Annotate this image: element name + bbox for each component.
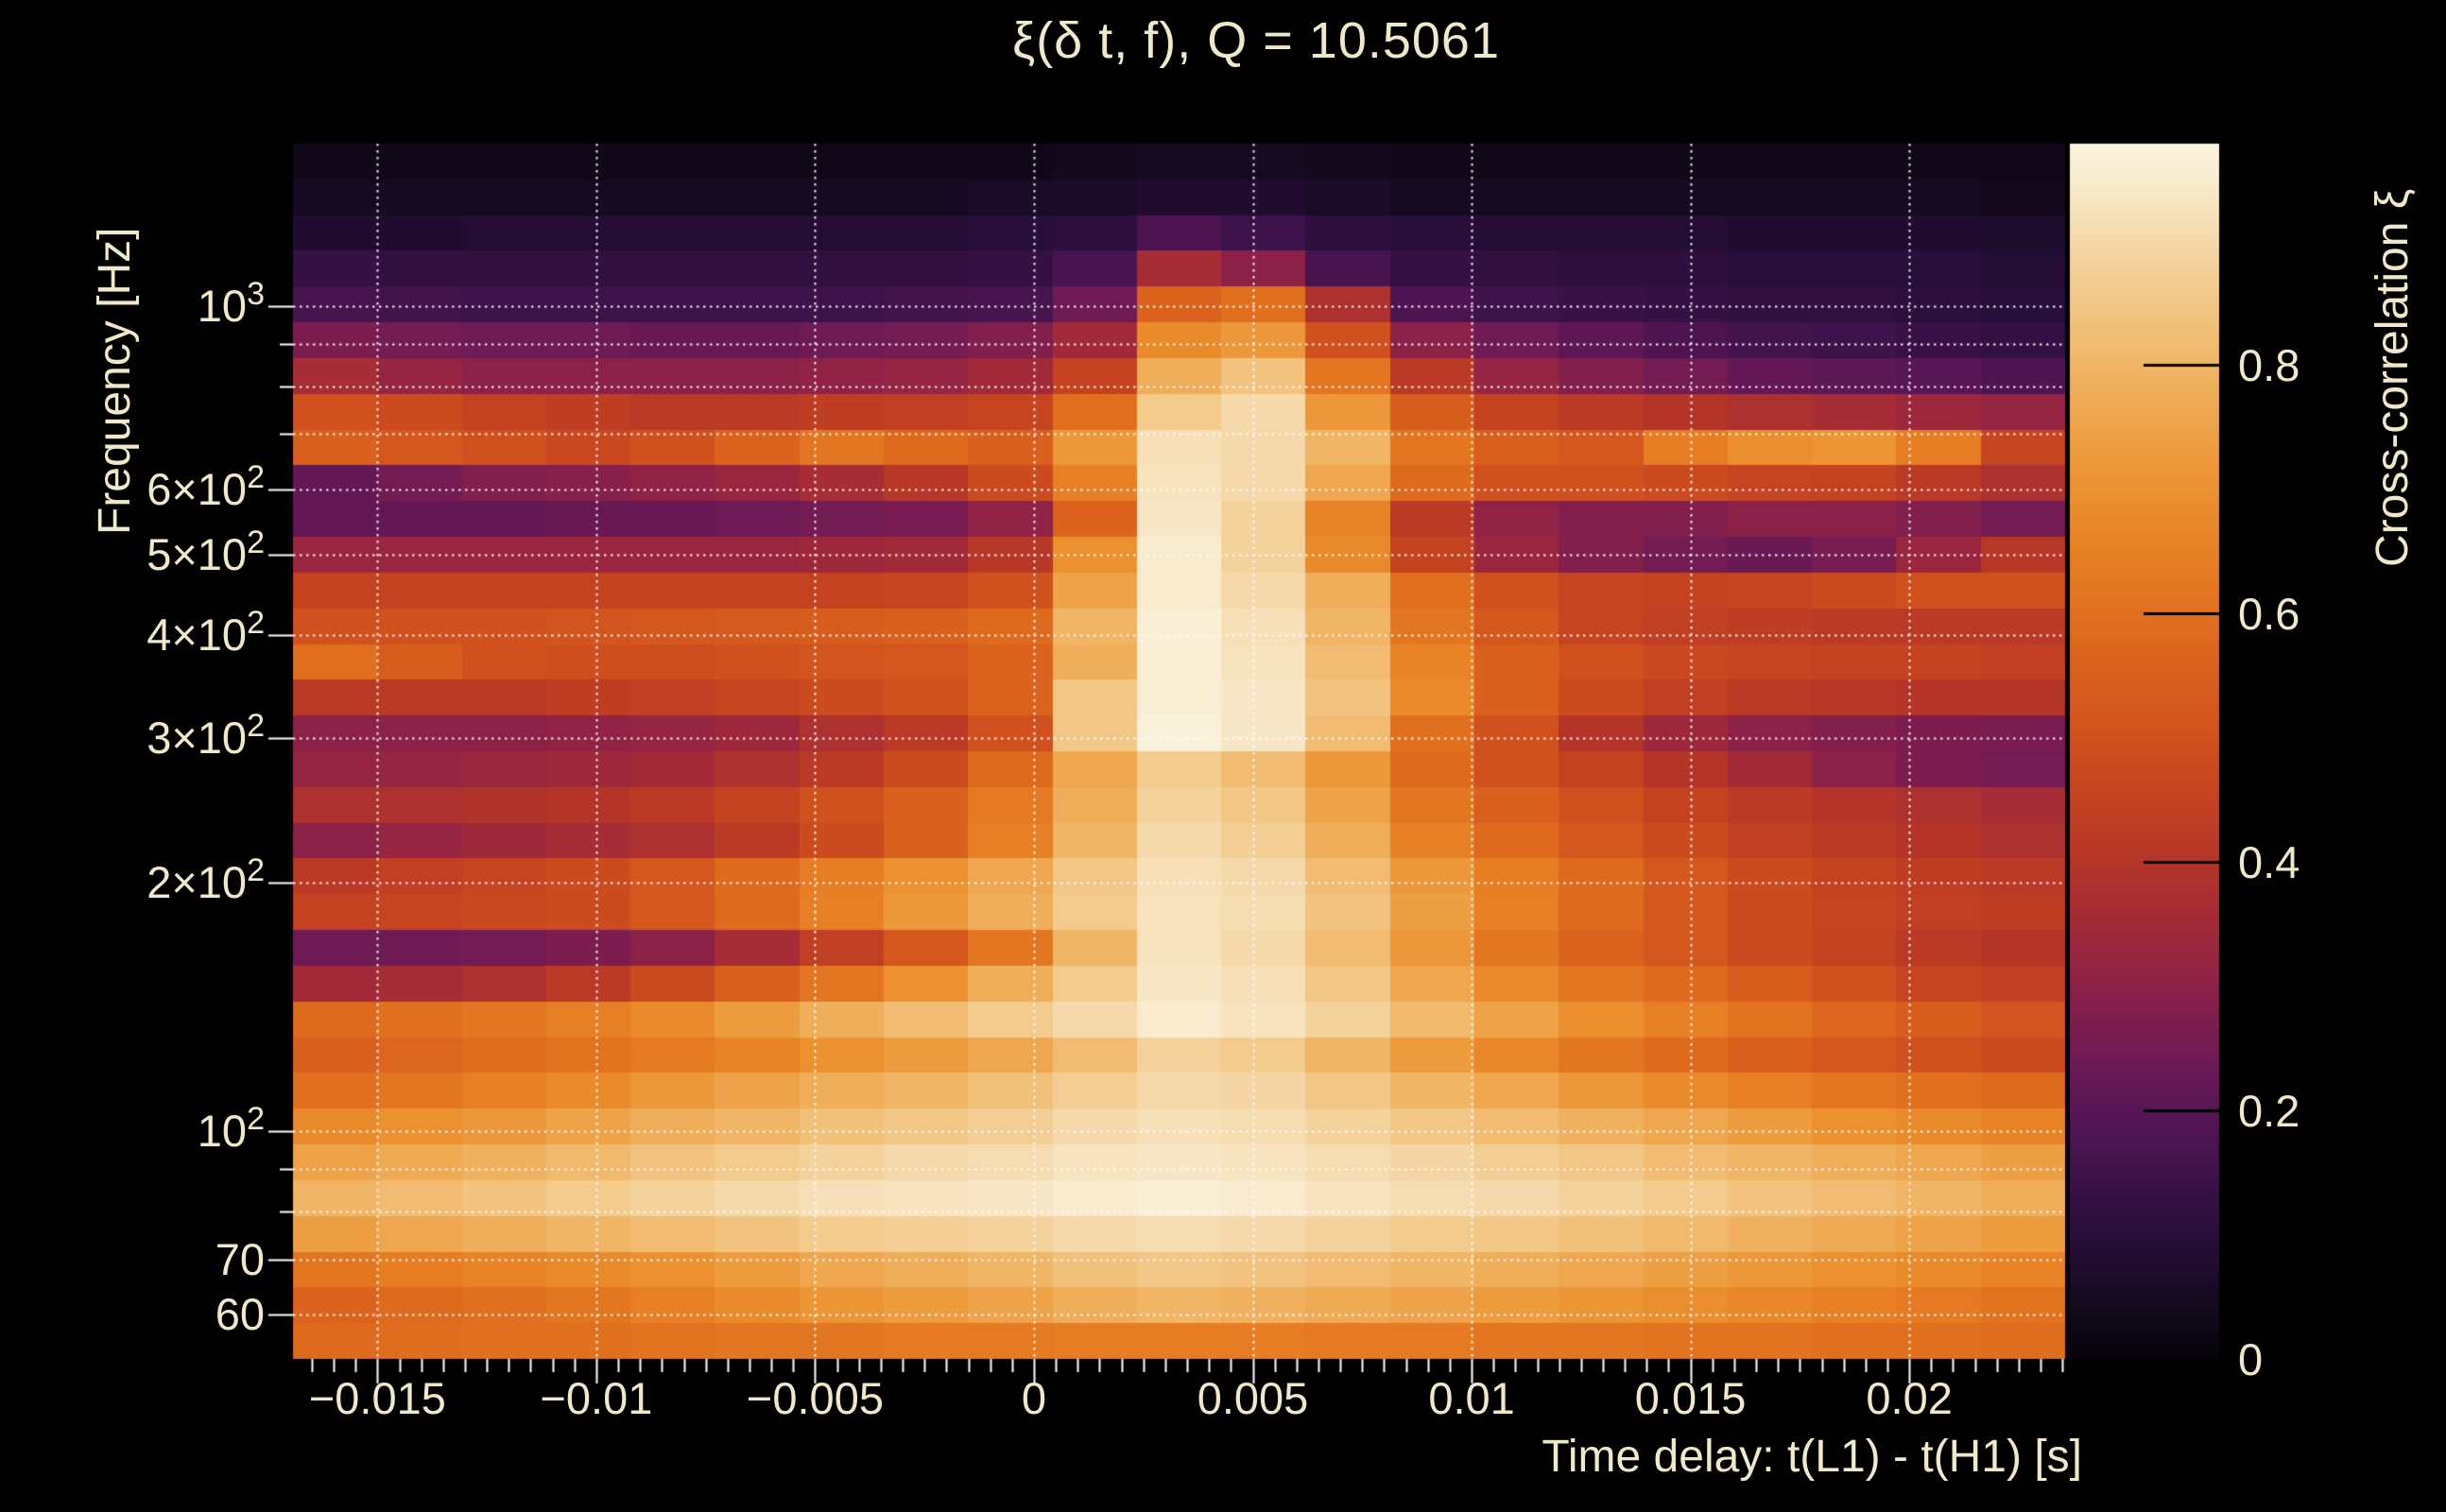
x-tick-label: −0.005 (746, 1373, 884, 1423)
x-axis-title: Time delay: t(L1) - t(H1) [s] (1542, 1432, 2082, 1482)
x-tick-label: 0.01 (1428, 1373, 1515, 1423)
x-tick-label: 0.015 (1634, 1373, 1747, 1423)
y-tick-label: 4×102 (146, 604, 265, 660)
figure-title: ξ(δ t, f), Q = 10.5061 (1012, 12, 1500, 69)
x-tick-label: −0.015 (308, 1373, 446, 1423)
y-tick-label: 70 (215, 1233, 265, 1284)
y-tick-label: 3×102 (146, 707, 265, 763)
y-tick-label: 103 (197, 276, 265, 332)
y-tick-label: 5×102 (146, 524, 265, 580)
colorbar-tick-label: 0 (2238, 1334, 2264, 1384)
colorbar-tick-label: 0.6 (2238, 589, 2300, 640)
x-tick-label: 0.005 (1197, 1373, 1309, 1423)
y-tick-label: 6×102 (146, 458, 265, 514)
y-tick-label: 60 (215, 1288, 265, 1339)
colorbar-tick-label: 0.2 (2238, 1086, 2300, 1136)
colorbar-tick-label: 0.8 (2238, 340, 2300, 391)
x-tick-label: 0 (1021, 1373, 1047, 1423)
y-tick-label: 2×102 (146, 852, 265, 908)
y-tick-label: 102 (197, 1101, 265, 1157)
colorbar-title: Cross-correlation ξ (2368, 188, 2418, 567)
x-tick-label: 0.02 (1866, 1373, 1953, 1423)
x-tick-label: −0.01 (540, 1373, 653, 1423)
colorbar-tick-label: 0.4 (2238, 837, 2300, 888)
